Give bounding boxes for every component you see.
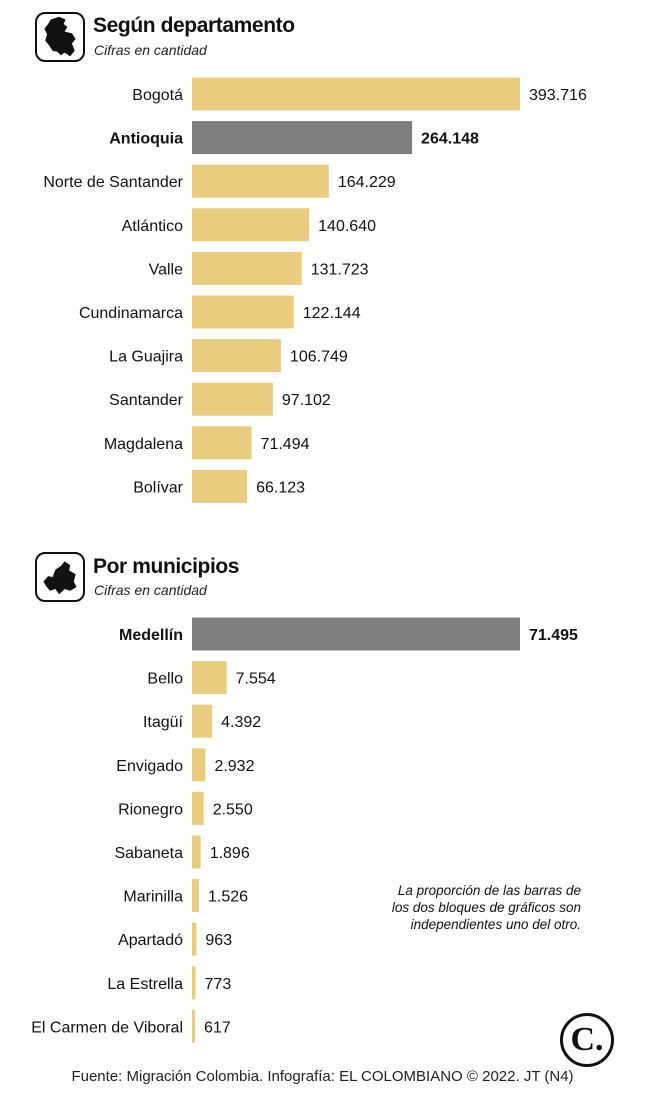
category-label: La Estrella <box>107 976 183 993</box>
municipalities-bar-chart: Medellín 71.495 Bello 7.554 Itagüí 4.392 Envig… <box>31 617 578 1043</box>
value-label: 264.148 <box>421 131 479 148</box>
bar <box>192 617 520 651</box>
bar <box>192 922 197 956</box>
bar <box>192 469 248 503</box>
bar <box>192 382 273 416</box>
bar <box>192 295 294 329</box>
category-label: Magdalena <box>104 436 183 453</box>
bar <box>192 748 206 782</box>
value-label: 1.896 <box>210 845 250 862</box>
category-label: Atlántico <box>122 218 183 235</box>
category-label: La Guajira <box>109 349 183 366</box>
proportion-note: La proporción de las barras de los dos b… <box>391 883 581 932</box>
value-label: 106.749 <box>290 349 348 366</box>
value-label: 963 <box>205 932 232 949</box>
source-credit: Fuente: Migración Colombia. Infografía: … <box>71 1068 574 1085</box>
value-label: 2.550 <box>213 801 253 818</box>
bar <box>192 121 413 155</box>
bar <box>192 339 281 373</box>
category-label: Envigado <box>116 758 183 775</box>
value-label: 1.526 <box>208 889 248 906</box>
value-label: 71.494 <box>261 436 310 453</box>
category-label: Bogotá <box>132 87 183 104</box>
value-label: 164.229 <box>338 174 396 191</box>
value-label: 66.123 <box>256 479 305 496</box>
value-label: 7.554 <box>236 671 276 688</box>
bar <box>192 77 520 111</box>
value-label: 97.102 <box>282 392 331 409</box>
bar <box>192 879 200 913</box>
value-label: 71.495 <box>529 627 578 644</box>
category-label: El Carmen de Viboral <box>31 1019 183 1036</box>
chart-title: Por municipios <box>93 555 240 578</box>
category-label: Bello <box>147 671 183 688</box>
category-label: Bolívar <box>133 479 183 496</box>
category-label: Marinilla <box>123 889 183 906</box>
bar <box>192 791 204 825</box>
category-label: Itagüí <box>143 714 184 731</box>
value-label: 4.392 <box>221 714 261 731</box>
category-label: Valle <box>149 261 183 278</box>
category-label: Cundinamarca <box>79 305 183 322</box>
el-colombiano-logo-icon: C. <box>560 1013 614 1067</box>
antioquia-map-icon <box>35 552 85 602</box>
category-label: Santander <box>109 392 184 409</box>
chart-subtitle: Cifras en cantidad <box>94 582 207 598</box>
category-label: Rionegro <box>118 801 183 818</box>
bar <box>192 966 196 1000</box>
colombia-map-icon <box>35 12 85 62</box>
chart-subtitle: Cifras en cantidad <box>94 42 207 58</box>
bar <box>192 164 329 198</box>
category-label: Medellín <box>119 627 183 644</box>
departments-bar-chart: Bogotá 393.716 Antioquia 264.148 Norte de Sa… <box>43 77 587 503</box>
value-label: 617 <box>204 1019 231 1036</box>
bar <box>192 426 252 460</box>
bar <box>192 661 227 695</box>
value-label: 773 <box>205 976 232 993</box>
bar <box>192 208 310 242</box>
value-label: 122.144 <box>303 305 361 322</box>
bar <box>192 251 302 285</box>
value-label: 2.932 <box>214 758 254 775</box>
value-label: 131.723 <box>311 261 369 278</box>
value-label: 393.716 <box>529 87 587 104</box>
value-label: 140.640 <box>318 218 376 235</box>
bar <box>192 835 201 869</box>
chart-title: Según departamento <box>93 14 295 37</box>
category-label: Antioquia <box>109 131 183 148</box>
category-label: Sabaneta <box>114 845 183 862</box>
bar <box>192 704 213 738</box>
category-label: Norte de Santander <box>43 174 183 191</box>
bar <box>192 1009 195 1043</box>
category-label: Apartadó <box>118 932 183 949</box>
